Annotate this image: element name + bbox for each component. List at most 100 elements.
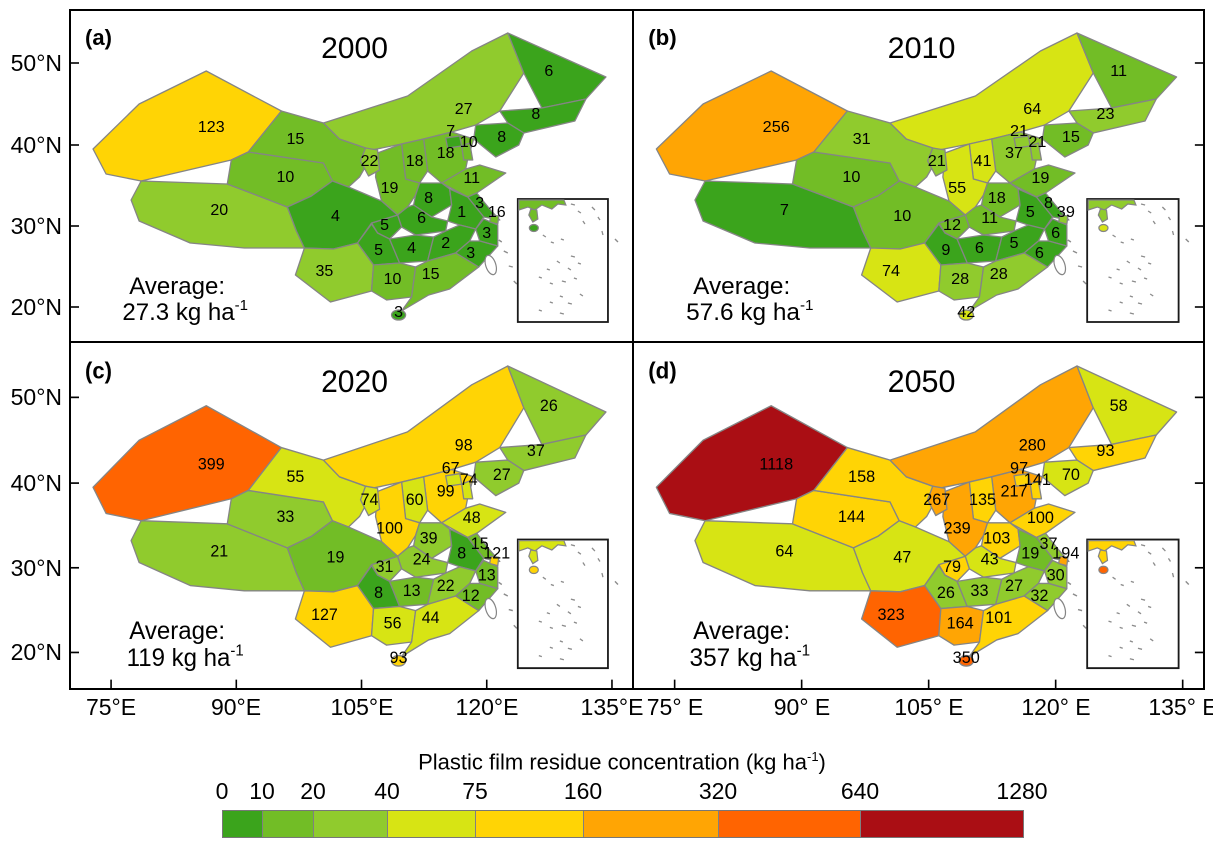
- value-label-inner_mongolia: 64: [1023, 100, 1041, 118]
- lat-tick-label: 50°N: [10, 384, 62, 410]
- value-label-guizhou: 8: [374, 584, 383, 602]
- value-label-zhejiang: 13: [478, 566, 496, 584]
- inset-islet-mark: [1119, 626, 1123, 630]
- lat-tick-label: 30°N: [10, 555, 62, 581]
- panel-year: 2010: [888, 32, 956, 65]
- islet-mark: [1185, 238, 1190, 243]
- value-label-shandong: 19: [1031, 169, 1049, 187]
- islet-mark: [498, 581, 503, 586]
- value-label-ningxia: 267: [923, 491, 950, 509]
- value-label-jiangsu: 3: [475, 195, 484, 212]
- inset-islet-mark: [1130, 580, 1135, 584]
- inset-islet-mark: [1161, 206, 1166, 211]
- inset-islet-mark: [570, 544, 576, 547]
- value-label-shanghai: 121: [483, 544, 510, 562]
- panel-divider-vertical: [632, 11, 634, 688]
- average-value: 119 kg ha-1: [127, 642, 244, 672]
- islet-mark: [513, 624, 518, 629]
- inset-islet-mark: [559, 295, 564, 298]
- value-label-hainan: 93: [390, 649, 408, 667]
- value-label-hainan: 42: [957, 303, 975, 321]
- value-label-heilongjiang: 58: [1110, 397, 1128, 415]
- value-label-anhui: 5: [1026, 203, 1035, 221]
- inset-islet-mark: [1108, 654, 1112, 658]
- province-heilongjiang: [507, 32, 607, 109]
- inset-islet-mark: [1171, 230, 1175, 236]
- inset-islet-mark: [561, 624, 567, 627]
- value-label-beijing: 21: [1010, 122, 1028, 140]
- inset-islet-mark: [1129, 295, 1134, 298]
- value-label-gansu: 15: [286, 131, 304, 148]
- province-tianjin: [461, 142, 474, 161]
- value-label-shanghai: 39: [1057, 203, 1075, 221]
- islet-mark: [503, 593, 509, 597]
- value-label-fujian: 12: [462, 587, 480, 605]
- islet-mark: [503, 250, 509, 254]
- inset-islet-mark: [577, 210, 582, 214]
- value-label-chongqing: 12: [943, 216, 961, 234]
- map-panel-b: (b) 2010 256 7 10 31 64 11 23 15 37 41 55 21 19 18 8 5 11 1…: [634, 11, 1203, 341]
- inset-islet-mark: [546, 268, 551, 271]
- value-label-jiangxi: 5: [1009, 234, 1018, 252]
- value-label-ningxia: 74: [361, 491, 379, 509]
- province-yunnan: [294, 242, 375, 303]
- value-label-liaoning: 15: [1062, 128, 1080, 146]
- average-value: 57.6 kg ha-1: [686, 297, 813, 326]
- value-label-beijing: 67: [442, 459, 460, 477]
- taiwan-island: [484, 254, 498, 276]
- province-ningxia: [359, 485, 381, 517]
- value-label-yunnan: 127: [311, 606, 338, 624]
- inset-islet-mark: [597, 216, 601, 221]
- colorbar-tick-label: 160: [563, 778, 603, 804]
- colorbar-tick-label: 40: [374, 778, 400, 804]
- inset-leizhou-peninsula: [1097, 549, 1109, 565]
- inset-islet-mark: [542, 234, 547, 238]
- map-grid: (a) 2000 123 20 10 15 27 6 8 8 18 18 19 22 11 8 3 1 6 5 4 5 4 2…: [69, 9, 1205, 690]
- value-label-guizhou: 5: [374, 242, 383, 259]
- inset-islet-mark: [1126, 603, 1131, 608]
- value-label-jilin: 23: [1096, 105, 1114, 123]
- value-label-anhui: 19: [1021, 544, 1039, 562]
- province-guangdong: [968, 595, 1049, 658]
- value-label-sichuan: 4: [331, 208, 340, 225]
- inset-leizhou-peninsula: [1097, 208, 1109, 223]
- average-value: 27.3 kg ha-1: [122, 297, 248, 326]
- inset-islet-mark: [601, 572, 604, 578]
- inset-islet-mark: [567, 647, 573, 650]
- islet-mark: [1082, 624, 1087, 629]
- value-label-shaanxi: 239: [944, 519, 971, 537]
- value-label-shanxi: 60: [406, 491, 424, 509]
- inset-islet-mark: [1119, 301, 1123, 304]
- inset-islet-mark: [1112, 234, 1116, 238]
- colorbar-segment-7: [861, 811, 1023, 837]
- inset-islet-mark: [550, 241, 555, 244]
- inset-islet-mark: [1108, 309, 1112, 312]
- value-label-gansu: 31: [853, 130, 871, 148]
- value-label-tibet: 64: [775, 542, 793, 560]
- islet-mark: [513, 280, 518, 285]
- inset-islet-mark: [577, 605, 582, 609]
- average-label: Average:: [693, 618, 790, 645]
- value-label-shaanxi: 100: [376, 519, 403, 537]
- value-label-zhejiang: 6: [1051, 224, 1060, 242]
- value-label-guangdong: 15: [422, 266, 440, 283]
- value-label-jiangsu: 8: [1044, 194, 1053, 212]
- inset-islet-mark: [570, 203, 576, 206]
- province-sichuan: [852, 180, 966, 250]
- value-label-hunan: 13: [403, 582, 421, 600]
- inset-islet-mark: [561, 280, 567, 283]
- inset-islet-mark: [1112, 576, 1116, 580]
- value-label-yunnan: 74: [882, 262, 900, 280]
- inset-islet-mark: [1140, 255, 1146, 258]
- province-guangdong: [400, 252, 480, 312]
- value-label-jiangsu: 15: [471, 535, 489, 553]
- panel-year: 2020: [321, 364, 388, 400]
- province-shaanxi: [374, 481, 421, 557]
- inset-islet-mark: [1140, 544, 1146, 547]
- panel-letter: (d): [648, 357, 677, 383]
- islet-mark: [1067, 581, 1072, 586]
- province-henan: [980, 522, 1021, 560]
- inset-hainan-island: [1098, 223, 1109, 233]
- inset-islet-mark: [1120, 241, 1124, 244]
- inset-leizhou-peninsula: [528, 549, 539, 565]
